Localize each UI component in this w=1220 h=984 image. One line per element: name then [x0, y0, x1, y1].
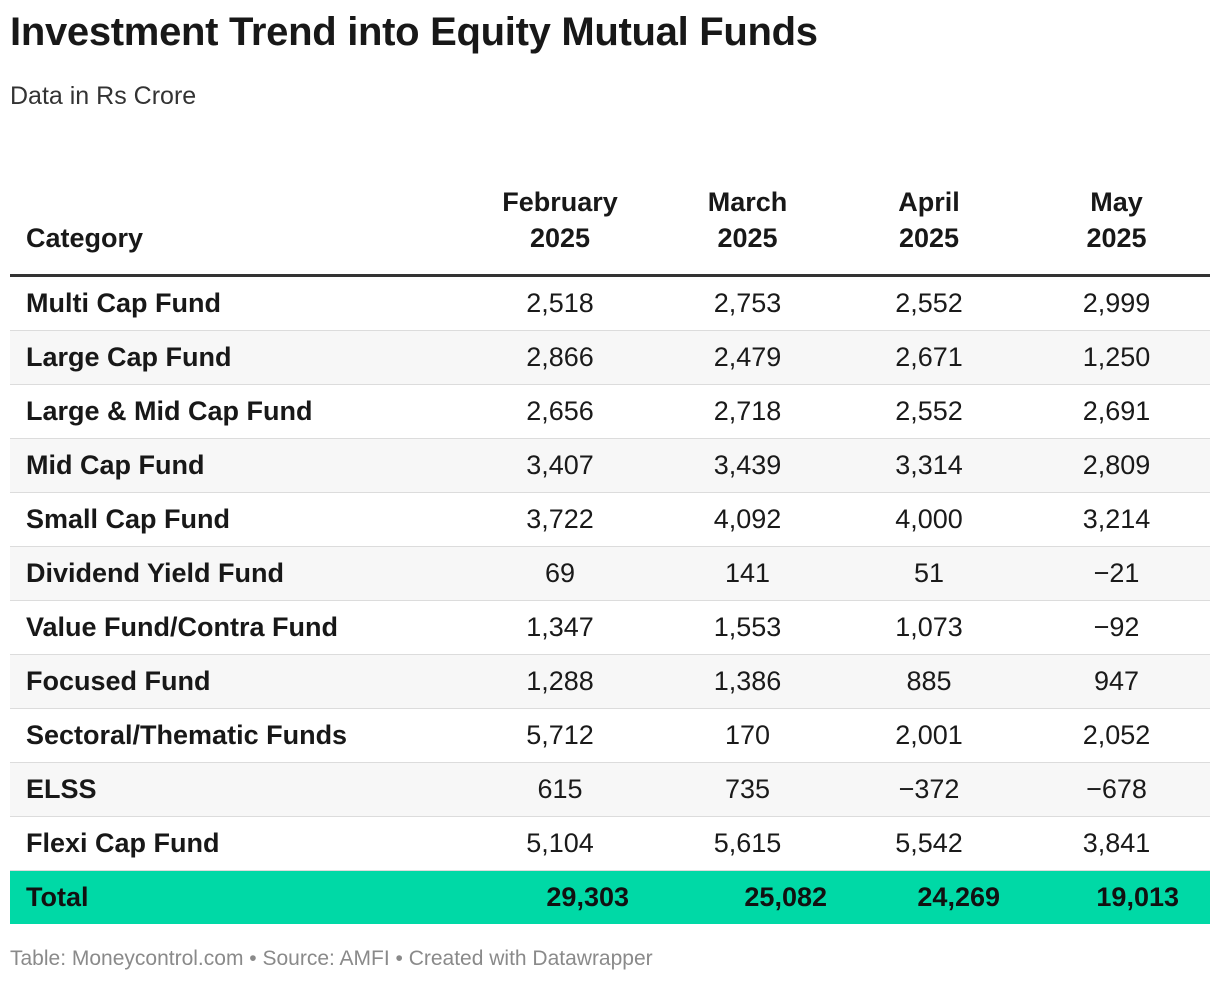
- value-cell: 2,809: [1023, 438, 1210, 493]
- column-header-february-2025[interactable]: February 2025: [460, 164, 660, 277]
- column-header-month: February: [502, 187, 618, 217]
- total-row: Total 29,303 25,082 24,269 19,013: [10, 870, 1210, 924]
- value-cell: 2,999: [1023, 275, 1210, 331]
- value-cell: 1,386: [660, 654, 835, 709]
- value-cell: 1,347: [460, 600, 660, 655]
- value-cell: 2,552: [835, 275, 1023, 331]
- category-cell: Sectoral/Thematic Funds: [10, 708, 460, 763]
- category-cell: Multi Cap Fund: [10, 275, 460, 331]
- column-header-april-2025[interactable]: April 2025: [835, 164, 1023, 277]
- column-header-year: 2025: [898, 223, 960, 253]
- category-cell: Focused Fund: [10, 654, 460, 709]
- value-cell: 141: [660, 546, 835, 601]
- table-row: Mid Cap Fund 3,407 3,439 3,314 2,809: [10, 438, 1210, 493]
- value-cell: 2,001: [835, 708, 1023, 763]
- value-cell: 5,104: [460, 816, 660, 871]
- category-cell: Mid Cap Fund: [10, 438, 460, 493]
- value-cell: 2,552: [835, 384, 1023, 439]
- category-cell: Large & Mid Cap Fund: [10, 384, 460, 439]
- table-row: Dividend Yield Fund 69 141 51 −21: [10, 546, 1210, 601]
- value-cell: 885: [835, 654, 1023, 709]
- column-header-year: 2025: [717, 223, 778, 253]
- column-header-year: 2025: [529, 223, 591, 253]
- value-cell: −372: [835, 762, 1023, 817]
- total-label-cell: Total: [10, 870, 460, 924]
- table-row: Large & Mid Cap Fund 2,656 2,718 2,552 2…: [10, 384, 1210, 439]
- data-table: Category February 2025 March 2025 April …: [10, 164, 1210, 924]
- column-header-month: March: [707, 187, 788, 217]
- value-cell: 735: [660, 762, 835, 817]
- table-row: Focused Fund 1,288 1,386 885 947: [10, 654, 1210, 709]
- value-cell: 3,722: [460, 492, 660, 547]
- category-cell: Dividend Yield Fund: [10, 546, 460, 601]
- value-cell: 2,671: [835, 330, 1023, 385]
- header-row: Category February 2025 March 2025 April …: [10, 164, 1210, 277]
- total-value-cell: 29,303: [460, 870, 660, 924]
- value-cell: 1,073: [835, 600, 1023, 655]
- value-cell: 947: [1023, 654, 1210, 709]
- value-cell: 2,656: [460, 384, 660, 439]
- value-cell: 3,841: [1023, 816, 1210, 871]
- table-row: Large Cap Fund 2,866 2,479 2,671 1,250: [10, 330, 1210, 385]
- table-title: Investment Trend into Equity Mutual Fund…: [10, 10, 818, 54]
- value-cell: 51: [835, 546, 1023, 601]
- value-cell: 1,288: [460, 654, 660, 709]
- value-cell: 2,052: [1023, 708, 1210, 763]
- table-row: Flexi Cap Fund 5,104 5,615 5,542 3,841: [10, 816, 1210, 871]
- value-cell: 3,314: [835, 438, 1023, 493]
- table-row: Small Cap Fund 3,722 4,092 4,000 3,214: [10, 492, 1210, 547]
- table-row: Value Fund/Contra Fund 1,347 1,553 1,073…: [10, 600, 1210, 655]
- table-row: Sectoral/Thematic Funds 5,712 170 2,001 …: [10, 708, 1210, 763]
- value-cell: 3,407: [460, 438, 660, 493]
- value-cell: 2,718: [660, 384, 835, 439]
- value-cell: 2,753: [660, 275, 835, 331]
- value-cell: 2,691: [1023, 384, 1210, 439]
- value-cell: 1,250: [1023, 330, 1210, 385]
- column-header-year: 2025: [1086, 223, 1147, 253]
- column-header-month: May: [1090, 187, 1143, 217]
- value-cell: 4,000: [835, 492, 1023, 547]
- table-subtitle: Data in Rs Crore: [10, 82, 197, 110]
- value-cell: 1,553: [660, 600, 835, 655]
- column-header-label: Category: [26, 223, 144, 253]
- category-cell: Small Cap Fund: [10, 492, 460, 547]
- table-body: Multi Cap Fund 2,518 2,753 2,552 2,999 L…: [10, 275, 1210, 924]
- value-cell: 69: [460, 546, 660, 601]
- column-header-may-2025[interactable]: May 2025: [1023, 164, 1210, 277]
- source-footer: Table: Moneycontrol.com • Source: AMFI •…: [10, 947, 653, 970]
- value-cell: 3,439: [660, 438, 835, 493]
- column-header-march-2025[interactable]: March 2025: [660, 164, 835, 277]
- value-cell: −92: [1023, 600, 1210, 655]
- value-cell: 615: [460, 762, 660, 817]
- column-header-category[interactable]: Category: [10, 164, 460, 277]
- table-row: ELSS 615 735 −372 −678: [10, 762, 1210, 817]
- value-cell: −21: [1023, 546, 1210, 601]
- value-cell: 2,866: [460, 330, 660, 385]
- category-cell: Flexi Cap Fund: [10, 816, 460, 871]
- value-cell: 2,479: [660, 330, 835, 385]
- value-cell: 5,712: [460, 708, 660, 763]
- value-cell: 5,615: [660, 816, 835, 871]
- value-cell: 5,542: [835, 816, 1023, 871]
- value-cell: 3,214: [1023, 492, 1210, 547]
- total-value-cell: 25,082: [660, 870, 835, 924]
- category-cell: Value Fund/Contra Fund: [10, 600, 460, 655]
- category-cell: Large Cap Fund: [10, 330, 460, 385]
- value-cell: 4,092: [660, 492, 835, 547]
- table-row: Multi Cap Fund 2,518 2,753 2,552 2,999: [10, 275, 1210, 331]
- value-cell: 2,518: [460, 275, 660, 331]
- category-cell: ELSS: [10, 762, 460, 817]
- value-cell: 170: [660, 708, 835, 763]
- value-cell: −678: [1023, 762, 1210, 817]
- column-header-month: April: [898, 187, 960, 217]
- total-value-cell: 19,013: [1023, 870, 1210, 924]
- total-value-cell: 24,269: [835, 870, 1023, 924]
